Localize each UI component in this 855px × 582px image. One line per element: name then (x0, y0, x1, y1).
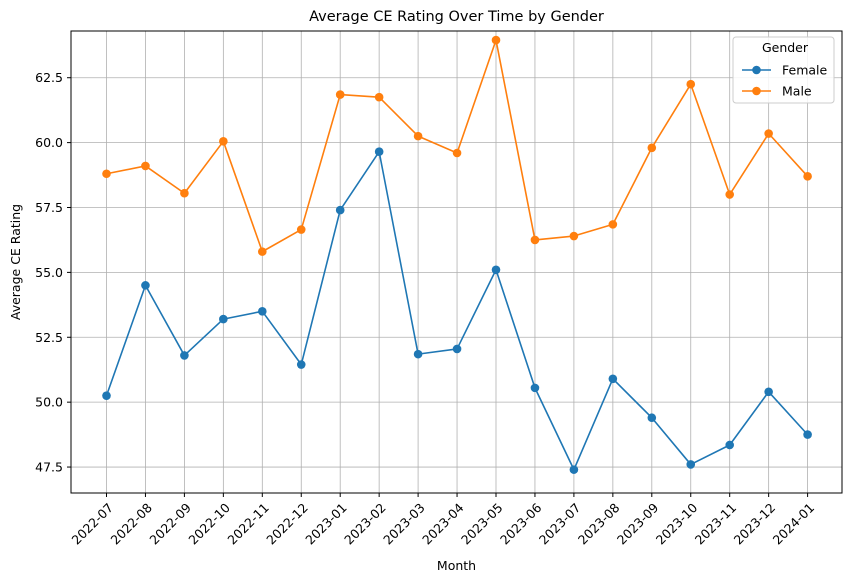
data-point-female (413, 349, 423, 359)
data-point-female (608, 374, 618, 384)
data-point-female (764, 387, 773, 397)
legend-title: Gender (762, 40, 809, 55)
data-point-male (141, 161, 150, 171)
grid-lines (71, 31, 842, 493)
data-point-male (296, 225, 306, 234)
y-tick-label: 57.5 (35, 200, 63, 215)
legend-marker-female (752, 65, 761, 75)
data-point-female (686, 460, 696, 469)
data-point-male (764, 129, 773, 138)
y-tick-label: 55.0 (35, 265, 63, 280)
data-point-male (491, 35, 501, 45)
data-point-male (452, 148, 462, 158)
data-point-female (102, 391, 111, 400)
y-tick-label: 60.0 (35, 135, 63, 150)
data-point-male (530, 235, 540, 245)
data-point-male (258, 247, 267, 256)
data-point-female (180, 351, 189, 360)
data-point-female (219, 314, 228, 324)
data-point-female (491, 265, 501, 275)
data-point-female (141, 281, 150, 290)
data-point-female (803, 430, 812, 439)
series-male (102, 35, 812, 256)
data-point-female (569, 465, 579, 474)
data-point-male (102, 169, 111, 179)
legend-label-female: Female (782, 63, 828, 78)
y-tick-label: 52.5 (35, 330, 63, 345)
data-point-male (413, 131, 423, 141)
series-group (102, 35, 812, 474)
y-tick-label: 47.5 (35, 460, 63, 475)
data-point-female (530, 383, 540, 393)
y-axis-label: Average CE Rating (8, 204, 23, 320)
data-point-male (803, 172, 812, 181)
data-point-male (374, 92, 384, 102)
data-point-female (258, 307, 267, 316)
y-axis: 47.5 50.0 52.5 55.0 57.5 60.0 62.5 (35, 70, 71, 475)
data-point-female (335, 205, 345, 215)
data-point-male (335, 90, 345, 99)
data-point-male (686, 79, 696, 89)
data-point-male (180, 188, 189, 198)
data-point-male (219, 137, 228, 146)
y-tick-label: 50.0 (35, 395, 63, 410)
data-point-female (647, 413, 657, 423)
legend-marker-male (752, 86, 761, 96)
data-point-male (725, 190, 734, 199)
plot-frame (70, 30, 843, 494)
legend-label-male: Male (782, 84, 812, 99)
data-point-female (296, 360, 306, 369)
x-axis-label: Month (437, 558, 476, 573)
data-point-female (725, 440, 734, 450)
legend-box (732, 36, 835, 104)
y-tick-label: 62.5 (35, 70, 63, 85)
chart-title: Average CE Rating Over Time by Gender (309, 9, 604, 25)
data-point-female (374, 147, 384, 156)
legend: Gender Female Male (732, 36, 835, 104)
data-point-male (647, 143, 657, 153)
series-female (102, 147, 812, 474)
data-point-female (452, 344, 462, 354)
data-point-male (569, 231, 579, 241)
data-point-male (608, 220, 618, 229)
